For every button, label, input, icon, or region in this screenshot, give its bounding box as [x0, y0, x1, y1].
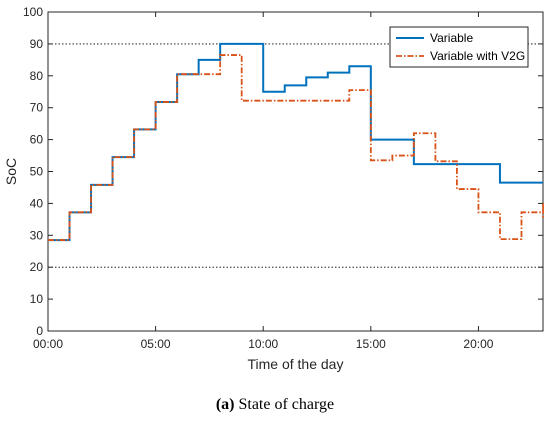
- series-line-variable-v2g: [48, 54, 544, 241]
- x-axis-title: Time of the day: [248, 356, 344, 372]
- x-axis-ticks: 00:00 05:00 10:00 15:00 20:00: [33, 12, 494, 351]
- y-tick-label: 0: [36, 324, 43, 338]
- y-tick-label: 50: [30, 165, 44, 179]
- y-tick-label: 60: [30, 133, 44, 147]
- y-tick-label: 10: [30, 292, 44, 306]
- soc-chart: 00:00 05:00 10:00 15:00 20:00 0 10 20 30 40 50 60 7…: [3, 5, 544, 372]
- x-tick-label: 15:00: [356, 337, 386, 351]
- caption-text: State of charge: [238, 396, 335, 413]
- legend-box: [389, 26, 529, 68]
- series-layer: [48, 42, 544, 242]
- caption-label: (a): [215, 396, 235, 413]
- y-tick-label: 30: [30, 228, 44, 242]
- y-tick-label: 40: [30, 196, 44, 210]
- x-tick-label: 10:00: [248, 337, 278, 351]
- y-axis-title: SoC: [3, 158, 19, 185]
- y-axis-ticks: 0 10 20 30 40 50 60 70 80 90 100: [23, 5, 543, 338]
- y-tick-label: 100: [23, 5, 43, 19]
- x-tick-label: 00:00: [33, 337, 63, 351]
- y-tick-label: 90: [30, 37, 44, 51]
- y-tick-label: 80: [30, 69, 44, 83]
- x-tick-label: 05:00: [141, 337, 171, 351]
- legend: Variable Variable with V2G: [389, 26, 529, 68]
- figure-caption: (a) State of charge: [0, 396, 550, 414]
- legend-label-variable: Variable: [430, 31, 473, 45]
- legend-label-variable-v2g: Variable with V2G: [430, 49, 525, 63]
- y-tick-label: 20: [30, 260, 44, 274]
- y-tick-label: 70: [30, 101, 44, 115]
- x-tick-label: 20:00: [463, 337, 493, 351]
